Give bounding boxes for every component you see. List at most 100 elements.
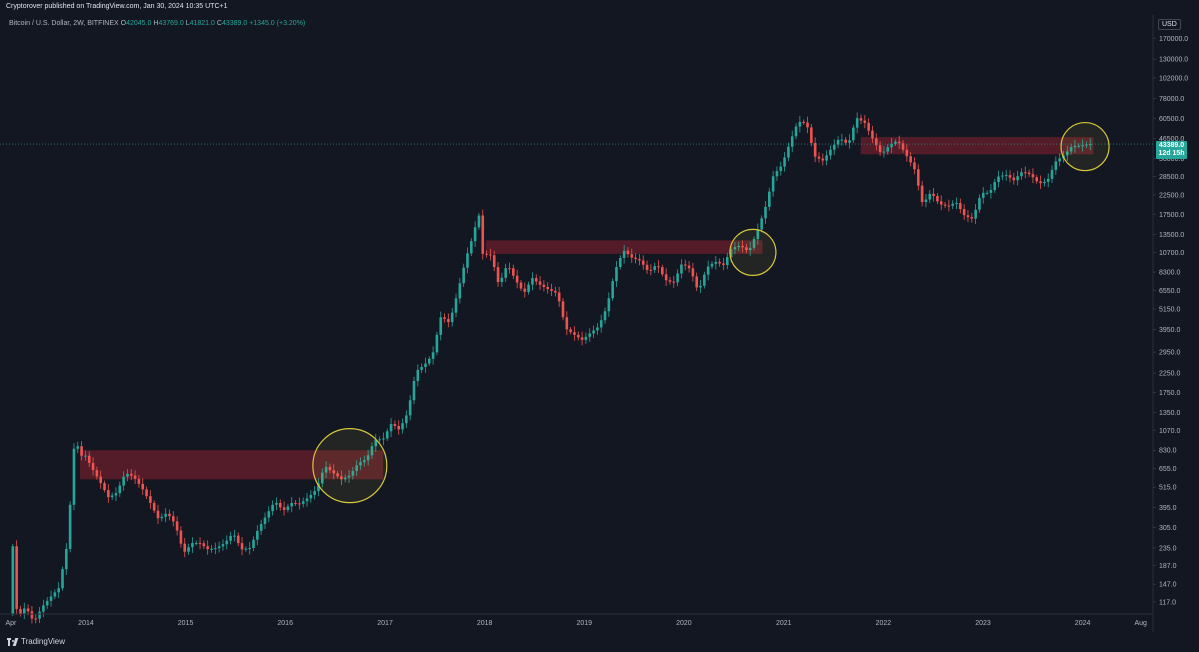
highlight-circle (729, 228, 777, 276)
price-scale[interactable]: 170000.0 130000.0 102000.0 78000.0 60500.0 46… (1153, 36, 1188, 606)
candle-body (408, 400, 412, 416)
candle-body (152, 502, 156, 511)
currency-unit-button[interactable]: USD (1158, 19, 1181, 30)
candle-body (401, 423, 404, 430)
highlight-circle (1060, 121, 1110, 172)
candle-body (714, 261, 718, 264)
candle-body (1016, 176, 1019, 181)
time-scale[interactable]: Apr 2014 2015 2016 2017 2018 2019 2020 2021 2022 2… (5, 620, 1147, 627)
tradingview-logo[interactable]: TradingView (7, 637, 65, 646)
candle-body (764, 206, 767, 219)
tradingview-logo-text: TradingView (21, 637, 66, 646)
candle-body (343, 477, 347, 480)
candle-body (981, 192, 985, 198)
candle-body (1023, 172, 1027, 174)
candle-body (874, 138, 878, 146)
candle-body (489, 254, 492, 256)
candle-body (622, 250, 626, 258)
price-tick-label: 117.0 (1159, 599, 1176, 606)
candle-body (84, 455, 87, 457)
candle-body (137, 478, 141, 484)
candle-body (202, 543, 206, 547)
candle-body (53, 592, 57, 597)
candle-body (894, 141, 897, 144)
candle-body (248, 547, 252, 549)
candle-body (1050, 169, 1054, 179)
price-tick-label: 2250.0 (1159, 371, 1181, 378)
candle-body (72, 448, 76, 505)
candle-body (149, 496, 152, 503)
candle-body (699, 285, 702, 288)
candle-body (554, 290, 557, 293)
candle-body (363, 460, 366, 463)
price-tick-label: 1070.0 (1159, 428, 1181, 435)
candle-body (897, 141, 901, 144)
price-tick-label: 102000.0 (1159, 75, 1188, 82)
candle-body (271, 504, 274, 512)
candle-body (661, 267, 664, 275)
candle-body (324, 466, 328, 473)
footer-bar (0, 632, 1199, 652)
candle-body (229, 535, 232, 541)
candle-body (11, 546, 15, 614)
candle-body (725, 257, 729, 265)
candle-body (103, 483, 106, 491)
candle-body (462, 267, 465, 284)
candle-body (909, 156, 912, 163)
candle-body (989, 189, 993, 193)
candle-body (970, 217, 974, 219)
candle-body (87, 455, 91, 463)
time-tick-label: 2022 (876, 620, 892, 627)
candle-body (359, 462, 362, 466)
candle-body (447, 318, 450, 323)
candle-body (412, 380, 416, 401)
candle-body (22, 608, 26, 614)
candle-body (458, 283, 462, 299)
candle-body (978, 197, 981, 210)
candle-body (985, 192, 989, 194)
candle-body (275, 502, 278, 505)
candle-body (355, 465, 358, 471)
candle-body (741, 245, 744, 248)
price-tick-label: 60500.0 (1159, 116, 1184, 123)
candle-body (1088, 144, 1092, 146)
candle-body (328, 466, 332, 471)
candle-body (867, 122, 870, 131)
candle-body (210, 548, 213, 550)
price-tick-label: 130000.0 (1159, 57, 1188, 64)
candle-body (259, 523, 263, 531)
candle-body (557, 292, 561, 302)
candle-body (638, 259, 641, 261)
candle-body (80, 446, 83, 456)
candle-body (634, 257, 637, 260)
symbol-title[interactable]: Bitcoin / U.S. Dollar, 2W, BITFINEX (9, 20, 119, 27)
candle-body (641, 260, 645, 265)
candle-body (859, 118, 863, 121)
candle-body (542, 284, 546, 287)
price-tick-label: 305.0 (1159, 525, 1177, 532)
resistance-zone (860, 137, 1094, 155)
candle-body (905, 149, 909, 157)
candle-body (519, 282, 523, 289)
candle-body (825, 155, 828, 161)
candle-body (427, 358, 431, 364)
candle-body (19, 609, 22, 614)
candle-body (294, 502, 297, 504)
low-label: L (185, 20, 190, 27)
candle-body (1085, 144, 1088, 146)
candle-body (771, 176, 775, 192)
candle-body (1069, 147, 1073, 152)
candle-body (832, 144, 836, 150)
candle-body (817, 156, 821, 159)
candle-body (378, 439, 381, 441)
candle-body (565, 317, 569, 330)
candle-body (340, 476, 343, 480)
candle-body (645, 264, 649, 270)
candle-body (630, 254, 634, 258)
price-tick-label: 5150.0 (1159, 306, 1181, 313)
candle-body (924, 199, 928, 203)
last-price-value: 43389.0 (1158, 142, 1185, 149)
candle-body (431, 352, 435, 359)
